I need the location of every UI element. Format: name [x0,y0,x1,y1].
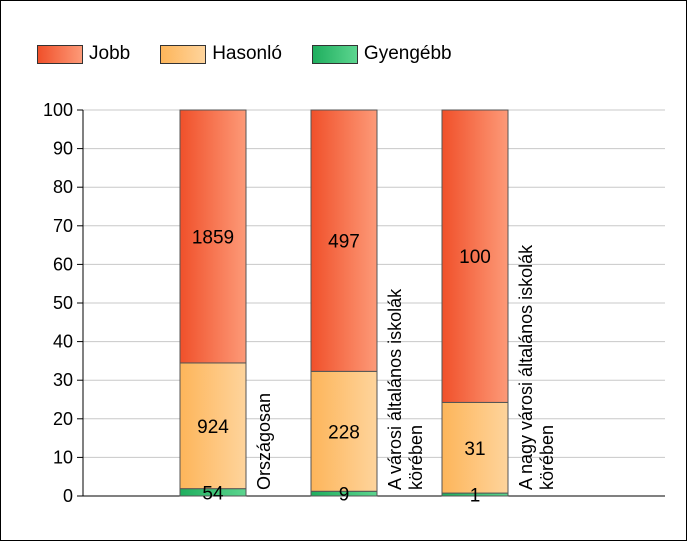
y-tick-label: 20 [53,409,73,429]
category-label: körében [537,425,557,490]
data-label: 54 [202,483,224,504]
data-label: 31 [464,439,485,460]
y-tick-label: 100 [43,100,73,120]
legend-swatch-gyengebb [311,44,358,64]
data-label: 497 [328,232,360,253]
category-label: Országosan [254,393,274,490]
labels-layer: 54 924 1859 Országosan 9 228 497 A városi által… [192,227,557,506]
legend-item-gyengebb: Gyengébb [311,43,452,65]
category-label: A városi általános iskolák [385,288,405,490]
data-label: 9 [339,485,350,506]
data-label: 228 [328,422,360,443]
bar-segment-hasonl [441,401,509,494]
category-label: A nagy városi általános iskolák [516,244,536,490]
category-label: körében [406,425,426,490]
y-tick-label: 10 [53,447,73,467]
legend-swatch-hasonlo [160,44,207,64]
y-tick-label: 40 [53,332,73,352]
legend-label-hasonlo: Hasonló [212,43,282,64]
bars-layer [179,109,509,497]
y-tick-label: 90 [53,139,73,159]
y-tick-label: 80 [53,177,73,197]
y-tick-label: 70 [53,216,73,236]
data-label: 1 [470,486,481,507]
legend-swatch-jobb [37,44,83,64]
legend-label-jobb: Jobb [89,43,131,64]
y-tick-label: 60 [53,254,73,274]
bar-segment-jobb [179,109,247,364]
y-tick-label: 0 [63,486,73,506]
bar-segment-hasonl [179,362,247,490]
y-tick-label: 50 [53,293,73,313]
data-label: 100 [459,247,491,268]
legend-label-gyengebb: Gyengébb [363,43,452,64]
bar-segment-jobb [310,109,378,372]
data-label: 1859 [192,227,234,248]
data-label: 924 [197,417,229,438]
bar-segment-jobb [441,109,509,403]
legend-item-jobb: Jobb [37,43,130,65]
legend-item-hasonlo: Hasonló [160,43,282,65]
chart-legend: Jobb Hasonló Gyengébb [37,42,482,66]
y-tick-label: 30 [53,370,73,390]
bar-segment-hasonl [310,370,378,492]
